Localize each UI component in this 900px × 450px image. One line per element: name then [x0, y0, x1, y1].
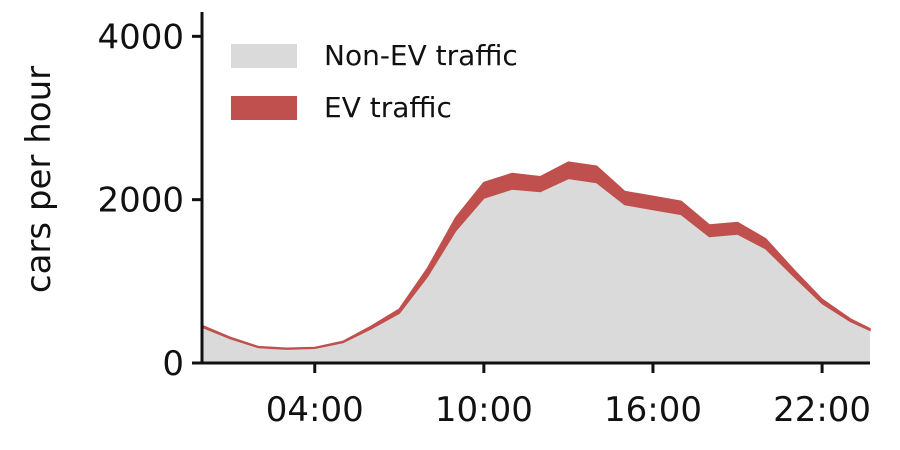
legend-swatch: [231, 44, 297, 68]
legend-label: EV traffic: [324, 91, 452, 124]
legend-swatch: [231, 96, 297, 120]
legend: Non-EV traffic EV traffic: [231, 39, 518, 124]
y-axis-ticks: 0 2000 4000: [97, 17, 202, 384]
series-areas: [201, 161, 871, 363]
y-axis-label: cars per hour: [19, 66, 59, 293]
x-axis-ticks: 04:00 10:00 16:00 22:00: [266, 363, 871, 430]
area-series-0: [202, 178, 870, 363]
x-tick-label: 04:00: [266, 390, 364, 430]
area-series-1: [201, 161, 871, 350]
x-tick-label: 10:00: [435, 390, 533, 430]
legend-label: Non-EV traffic: [324, 39, 518, 72]
x-tick-label: 22:00: [773, 390, 871, 430]
y-tick-label: 2000: [97, 181, 184, 221]
y-tick-label: 0: [162, 344, 184, 384]
y-tick-label: 4000: [97, 17, 184, 57]
x-tick-label: 16:00: [604, 390, 702, 430]
axes: 0 2000 4000 04:00 10:00 16:00 22:00: [97, 12, 871, 430]
